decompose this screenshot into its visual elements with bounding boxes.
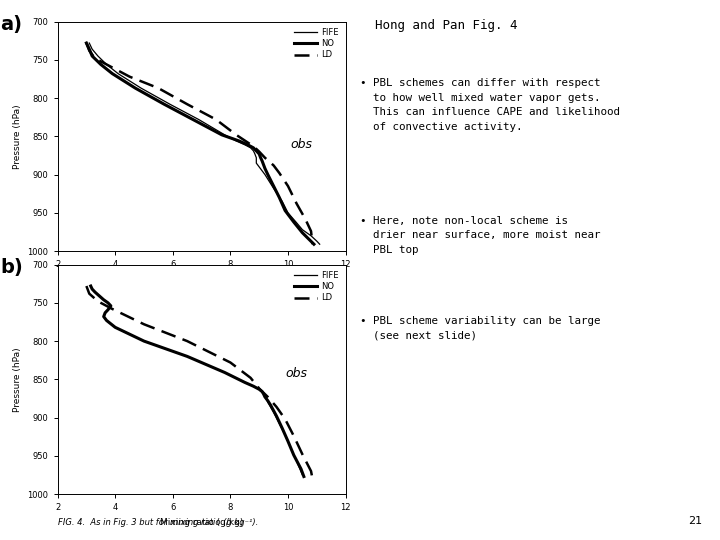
Text: • PBL schemes can differ with respect
  to how well mixed water vapor gets.
  Th: • PBL schemes can differ with respect to… (360, 78, 620, 132)
Text: Hong and Pan Fig. 4: Hong and Pan Fig. 4 (360, 19, 518, 32)
Text: • Here, note non-local scheme is
  drier near surface, more moist near
  PBL top: • Here, note non-local scheme is drier n… (360, 216, 600, 255)
Text: FIG. 4.  As in Fig. 3 but for mixing ratio (g kg⁻¹).: FIG. 4. As in Fig. 3 but for mixing rati… (58, 518, 258, 528)
Text: b): b) (0, 258, 23, 276)
Text: a): a) (0, 15, 22, 33)
Text: obs: obs (291, 138, 313, 151)
X-axis label: Mixing ratio (g/kg): Mixing ratio (g/kg) (160, 275, 243, 284)
Text: obs: obs (285, 368, 307, 381)
Legend: FIFE, NO, LD: FIFE, NO, LD (292, 26, 341, 62)
Y-axis label: Pressure (hPa): Pressure (hPa) (13, 104, 22, 168)
Text: • PBL scheme variability can be large
  (see next slide): • PBL scheme variability can be large (s… (360, 316, 600, 340)
Text: 21: 21 (688, 516, 702, 526)
Legend: FIFE, NO, LD: FIFE, NO, LD (292, 269, 341, 305)
X-axis label: Mixing ratio (g/kg): Mixing ratio (g/kg) (160, 518, 243, 526)
Y-axis label: Pressure (hPa): Pressure (hPa) (13, 347, 22, 411)
